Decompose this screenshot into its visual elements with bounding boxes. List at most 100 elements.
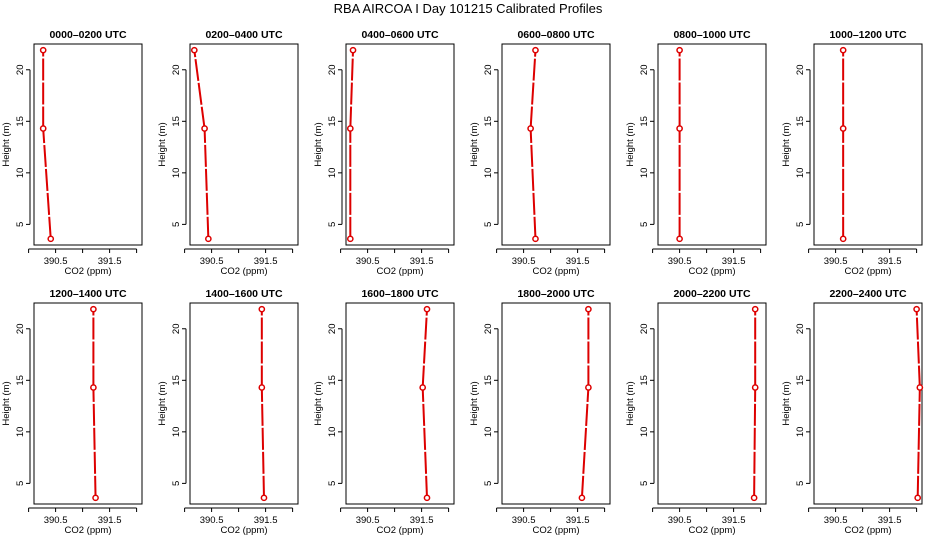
- y-tick-label: 20: [639, 323, 650, 334]
- profile-segment: [753, 387, 757, 498]
- panel-title: 2200–2400 UTC: [829, 288, 906, 300]
- profile-point: [532, 235, 539, 243]
- x-tick-label: 391.5: [410, 515, 434, 526]
- y-tick-label: 20: [639, 64, 650, 75]
- y-tick-label: 15: [483, 116, 494, 127]
- profile-point: [346, 125, 354, 132]
- x-tick-label: 390.5: [824, 256, 848, 267]
- plot-frame: [813, 302, 923, 505]
- x-tick-label: 391.5: [566, 515, 590, 526]
- y-tick-label: 15: [639, 375, 650, 386]
- plot-frame: [33, 43, 143, 246]
- plot-frame: [33, 302, 143, 505]
- x-tick-label: 391.5: [98, 256, 122, 267]
- x-axis-label: CO2 (ppm): [377, 525, 424, 536]
- y-tick-label: 5: [483, 481, 494, 486]
- profile-point: [346, 235, 354, 243]
- y-tick-label: 15: [171, 116, 182, 127]
- x-tick-label: 391.5: [254, 515, 278, 526]
- profile-point: [585, 384, 592, 391]
- x-tick-label: 390.5: [668, 256, 692, 267]
- y-tick-label: 10: [795, 427, 806, 438]
- x-axis-label: CO2 (ppm): [533, 266, 580, 277]
- y-tick-label: 10: [15, 168, 26, 179]
- profile-point: [676, 46, 683, 54]
- y-axis-label: Height (m): [157, 381, 168, 425]
- profile-point: [39, 46, 47, 54]
- y-tick-label: 20: [171, 64, 182, 75]
- profile-point: [751, 305, 759, 313]
- profile-segment: [915, 309, 921, 388]
- y-axis-label: Height (m): [469, 381, 480, 425]
- profile-point: [527, 125, 534, 132]
- profile-point: [90, 384, 97, 391]
- panel-title: 1600–1800 UTC: [361, 288, 438, 300]
- y-tick-label: 20: [327, 323, 338, 334]
- x-tick-label: 391.5: [878, 515, 902, 526]
- y-tick-label: 10: [639, 168, 650, 179]
- y-tick-label: 5: [171, 222, 182, 227]
- y-axis-label: Height (m): [625, 381, 636, 425]
- x-tick-label: 390.5: [200, 515, 224, 526]
- y-tick-label: 20: [15, 64, 26, 75]
- y-tick-label: 15: [327, 375, 338, 386]
- x-axis-label: CO2 (ppm): [377, 266, 424, 277]
- profile-point: [419, 384, 427, 391]
- y-tick-label: 15: [15, 116, 26, 127]
- profile-point: [585, 305, 592, 313]
- y-tick-label: 15: [327, 116, 338, 127]
- profile-point: [750, 494, 758, 502]
- y-tick-label: 10: [483, 427, 494, 438]
- x-axis-label: CO2 (ppm): [689, 266, 736, 277]
- panel-title: 1800–2000 UTC: [517, 288, 594, 300]
- x-tick-label: 390.5: [200, 256, 224, 267]
- y-tick-label: 5: [795, 481, 806, 486]
- x-axis-label: CO2 (ppm): [221, 525, 268, 536]
- profile-point: [423, 494, 431, 502]
- y-tick-label: 15: [795, 375, 806, 386]
- profile-point: [90, 305, 97, 313]
- x-tick-label: 391.5: [410, 256, 434, 267]
- panel-title: 0400–0600 UTC: [361, 29, 438, 41]
- profile-point: [423, 305, 431, 313]
- profile-point: [258, 305, 266, 313]
- x-tick-label: 390.5: [824, 515, 848, 526]
- profile-segment: [529, 128, 537, 239]
- x-tick-label: 391.5: [254, 256, 278, 267]
- plot-frame: [501, 43, 611, 246]
- figure-title: RBA AIRCOA I Day 101215 Calibrated Profi…: [333, 1, 603, 16]
- profile-point: [676, 125, 683, 132]
- x-axis-label: CO2 (ppm): [845, 266, 892, 277]
- profile-point: [839, 235, 847, 243]
- x-axis-label: CO2 (ppm): [65, 525, 112, 536]
- y-tick-label: 10: [171, 168, 182, 179]
- y-tick-label: 15: [483, 375, 494, 386]
- y-tick-label: 5: [327, 481, 338, 486]
- y-tick-label: 10: [171, 427, 182, 438]
- profile-point: [47, 235, 55, 243]
- y-tick-label: 15: [171, 375, 182, 386]
- profile-point: [39, 125, 47, 132]
- profile-point: [201, 125, 208, 132]
- y-tick-label: 5: [639, 481, 650, 486]
- y-axis-label: Height (m): [313, 381, 324, 425]
- profile-point: [205, 235, 212, 243]
- x-axis-label: CO2 (ppm): [689, 525, 736, 536]
- y-tick-label: 10: [327, 427, 338, 438]
- y-tick-label: 5: [327, 222, 338, 227]
- profile-segment: [580, 387, 590, 498]
- profile-segment: [42, 128, 52, 239]
- x-tick-label: 390.5: [44, 515, 68, 526]
- plot-frame: [813, 43, 923, 246]
- profile-point: [914, 494, 922, 502]
- profile-segment: [203, 128, 210, 239]
- x-axis-label: CO2 (ppm): [65, 266, 112, 277]
- profile-segment: [349, 50, 355, 129]
- profile-segment: [421, 387, 428, 498]
